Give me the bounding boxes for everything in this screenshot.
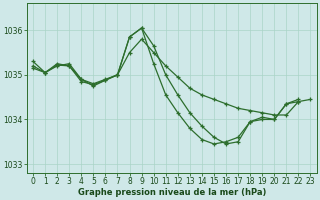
- X-axis label: Graphe pression niveau de la mer (hPa): Graphe pression niveau de la mer (hPa): [77, 188, 266, 197]
